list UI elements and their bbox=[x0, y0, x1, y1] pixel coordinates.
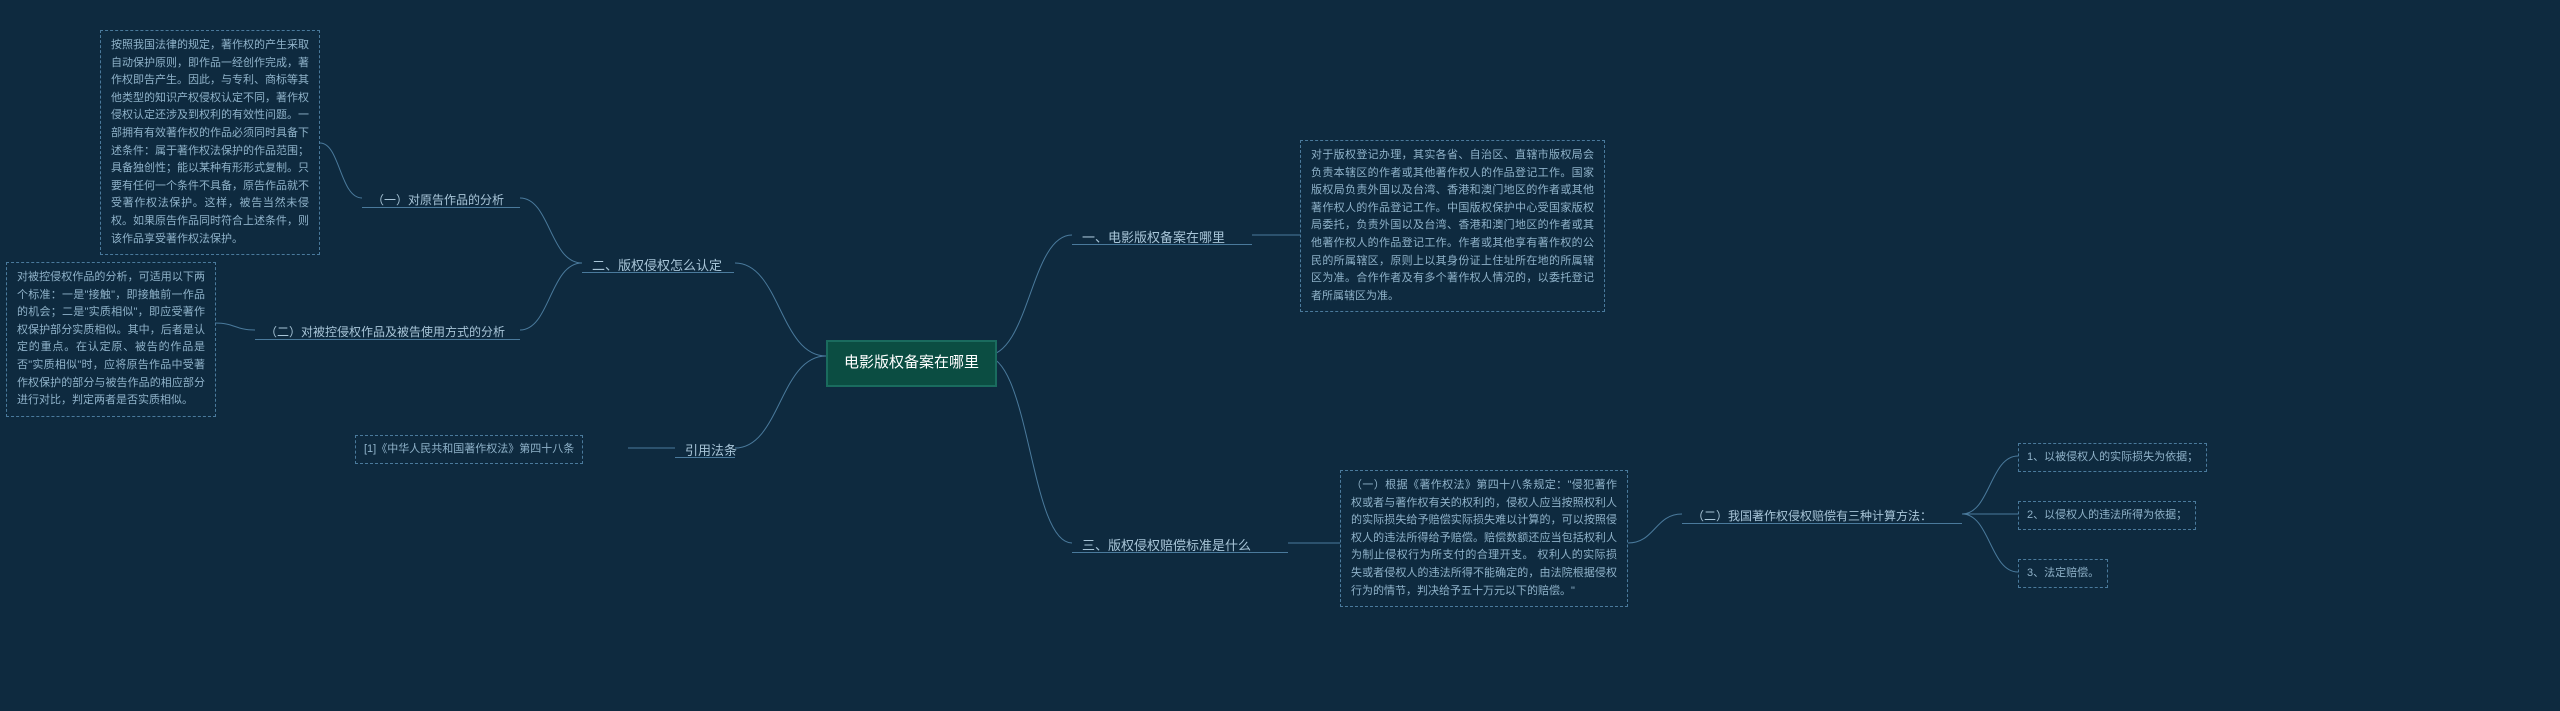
branch-ref-underline bbox=[675, 457, 735, 458]
branch-3-sub2-item-2: 2、以侵权人的违法所得为依据； bbox=[2018, 501, 2196, 530]
branch-2-sub1-label: （一）对原告作品的分析 bbox=[372, 193, 504, 207]
branch-3[interactable]: 三、版权侵权赔偿标准是什么 bbox=[1072, 530, 1261, 562]
branch-ref[interactable]: 引用法条 bbox=[675, 435, 747, 467]
branch-3-sub1: （一）根据《著作权法》第四十八条规定："侵犯著作权或者与著作权有关的权利的，侵权… bbox=[1340, 470, 1628, 607]
branch-3-sub1-text: （一）根据《著作权法》第四十八条规定："侵犯著作权或者与著作权有关的权利的，侵权… bbox=[1351, 479, 1617, 597]
branch-2-sub1-leaf-text: 按照我国法律的规定，著作权的产生采取自动保护原则，即作品一经创作完成，著作权即告… bbox=[111, 39, 309, 245]
branch-2-underline bbox=[582, 272, 734, 273]
branch-2-sub1-leaf: 按照我国法律的规定，著作权的产生采取自动保护原则，即作品一经创作完成，著作权即告… bbox=[100, 30, 320, 255]
branch-2-sub2[interactable]: （二）对被控侵权作品及被告使用方式的分析 bbox=[255, 317, 515, 347]
branch-3-sub2[interactable]: （二）我国著作权侵权赔偿有三种计算方法： bbox=[1682, 501, 1942, 531]
branch-2[interactable]: 二、版权侵权怎么认定 bbox=[582, 250, 732, 282]
branch-3-sub2-item-1-text: 1、以被侵权人的实际损失为依据； bbox=[2027, 451, 2198, 463]
root-node[interactable]: 电影版权备案在哪里 bbox=[826, 340, 997, 387]
branch-ref-label: 引用法条 bbox=[685, 443, 737, 458]
branch-ref-leaf: [1]《中华人民共和国著作权法》第四十八条 bbox=[355, 435, 583, 464]
branch-3-sub2-item-2-text: 2、以侵权人的违法所得为依据； bbox=[2027, 509, 2187, 521]
branch-2-sub1-underline bbox=[362, 207, 520, 208]
branch-1[interactable]: 一、电影版权备案在哪里 bbox=[1072, 222, 1235, 254]
root-label: 电影版权备案在哪里 bbox=[844, 354, 979, 371]
branch-1-underline bbox=[1072, 244, 1252, 245]
branch-2-sub1[interactable]: （一）对原告作品的分析 bbox=[362, 185, 514, 215]
branch-1-leaf-text: 对于版权登记办理，其实各省、自治区、直辖市版权局会负责本辖区的作者或其他著作权人… bbox=[1311, 149, 1594, 302]
branch-1-label: 一、电影版权备案在哪里 bbox=[1082, 230, 1225, 245]
branch-2-sub2-label: （二）对被控侵权作品及被告使用方式的分析 bbox=[265, 325, 505, 339]
branch-3-sub2-item-1: 1、以被侵权人的实际损失为依据； bbox=[2018, 443, 2207, 472]
branch-3-underline bbox=[1072, 552, 1288, 553]
branch-2-sub2-underline bbox=[255, 339, 520, 340]
branch-2-sub2-leaf-text: 对被控侵权作品的分析，可适用以下两个标准：一是"接触"，即接触前一作品的机会；二… bbox=[17, 271, 205, 406]
branch-3-sub2-underline bbox=[1682, 523, 1962, 524]
branch-3-sub2-item-3: 3、法定赔偿。 bbox=[2018, 559, 2108, 588]
connectors bbox=[0, 0, 2560, 711]
branch-2-sub2-leaf: 对被控侵权作品的分析，可适用以下两个标准：一是"接触"，即接触前一作品的机会；二… bbox=[6, 262, 216, 417]
branch-3-sub2-item-3-text: 3、法定赔偿。 bbox=[2027, 567, 2099, 579]
branch-3-sub2-label: （二）我国著作权侵权赔偿有三种计算方法： bbox=[1692, 509, 1932, 523]
branch-ref-leaf-text: [1]《中华人民共和国著作权法》第四十八条 bbox=[364, 443, 574, 455]
branch-1-leaf: 对于版权登记办理，其实各省、自治区、直辖市版权局会负责本辖区的作者或其他著作权人… bbox=[1300, 140, 1605, 312]
branch-2-label: 二、版权侵权怎么认定 bbox=[592, 258, 722, 273]
branch-3-label: 三、版权侵权赔偿标准是什么 bbox=[1082, 538, 1251, 553]
